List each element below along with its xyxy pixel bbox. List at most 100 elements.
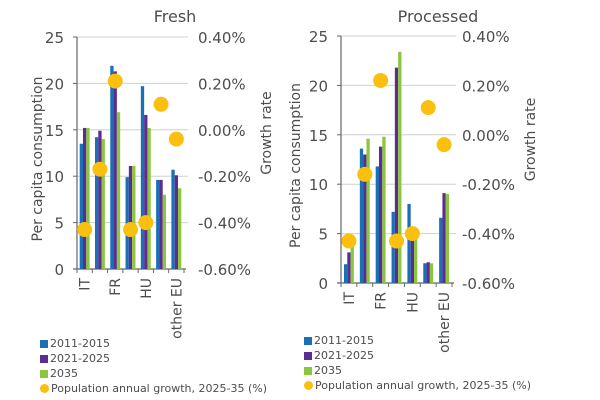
bar-2035-5 — [162, 194, 167, 269]
bar-2011-2015-1 — [359, 148, 364, 283]
bar-2021-2025-3 — [128, 165, 133, 269]
y2-tick-label: 0.20% — [462, 77, 510, 95]
growth-dot-4 — [138, 215, 154, 231]
legend-label: Population annual growth, 2025-35 (%) — [315, 379, 531, 392]
category-label: HU — [139, 278, 155, 299]
growth-dot-5 — [153, 96, 169, 112]
y2-tick-label: -0.40% — [198, 215, 251, 233]
growth-dot-4 — [404, 226, 420, 242]
y-tick-label: 20 — [309, 77, 328, 95]
category-label: IT — [78, 278, 94, 291]
legend-item: Population annual growth, 2025-35 (%) — [40, 381, 267, 396]
bar-2011-2015-5 — [156, 179, 160, 269]
legend-item: Population annual growth, 2025-35 (%) — [304, 378, 531, 393]
y-tick-label: 25 — [309, 28, 328, 46]
category-label: FR — [108, 278, 124, 296]
growth-dot-1 — [92, 161, 108, 177]
growth-dot-0 — [77, 222, 93, 238]
legend-processed: 2011-2015 2021-2025 2035 Population annual … — [304, 333, 531, 393]
legend-item: 2021-2025 — [40, 351, 267, 366]
bar-2011-2015-2 — [375, 166, 379, 283]
y2-tick-label: 0.20% — [198, 75, 246, 93]
category-label: other EU — [437, 292, 453, 353]
bar-2035-0 — [86, 127, 90, 269]
legend-square-swatch — [40, 339, 48, 348]
y2-tick-label: -0.20% — [198, 168, 251, 186]
legend-fresh: 2011-2015 2021-2025 2035 Population annual … — [40, 336, 267, 396]
chart-title: Fresh — [154, 7, 197, 26]
legend-square-swatch — [304, 351, 312, 360]
bar-2021-2025-2 — [378, 146, 383, 283]
y2-tick-label: -0.60% — [462, 275, 515, 293]
bar-2035-0 — [350, 239, 354, 283]
bar-2035-5 — [429, 263, 434, 283]
legend-label: 2021-2025 — [50, 352, 110, 365]
y-tick-label: 0 — [318, 275, 328, 293]
bar-2035-6 — [445, 194, 450, 283]
bar-2011-2015-4 — [140, 86, 145, 270]
growth-dot-2 — [373, 72, 389, 88]
legend-square-swatch — [304, 366, 312, 375]
legend-label: 2021-2025 — [314, 349, 374, 362]
legend-circle-swatch — [40, 384, 49, 393]
bar-2011-2015-6 — [439, 217, 443, 283]
y-tick-label: 5 — [318, 226, 328, 244]
bar-2011-2015-2 — [110, 65, 114, 269]
bar-2035-1 — [366, 138, 370, 283]
legend-square-swatch — [40, 369, 48, 378]
growth-dot-6 — [436, 137, 452, 153]
y-tick-label: 0 — [54, 261, 64, 279]
legend-label: 2035 — [50, 367, 78, 380]
y2-tick-label: 0.40% — [198, 29, 246, 47]
bar-2035-4 — [414, 235, 418, 283]
bar-2021-2025-2 — [113, 71, 117, 269]
bar-2035-3 — [398, 51, 402, 283]
bar-2035-4 — [147, 127, 151, 269]
y-tick-label: 5 — [54, 215, 64, 233]
bar-2035-2 — [382, 136, 386, 283]
growth-dot-0 — [341, 233, 357, 249]
bar-2021-2025-1 — [98, 130, 102, 269]
category-label: HU — [405, 292, 421, 313]
bar-2021-2025-6 — [174, 175, 179, 269]
bar-2035-2 — [116, 112, 121, 269]
bar-2021-2025-4 — [144, 114, 148, 270]
y-axis-title: Per capita consumption — [30, 77, 46, 242]
y2-axis-title: Growth rate — [259, 91, 275, 175]
bar-2011-2015-0 — [343, 264, 348, 283]
legend-item: 2021-2025 — [304, 348, 531, 363]
bar-2021-2025-0 — [347, 252, 351, 283]
y2-tick-label: -0.20% — [462, 176, 515, 194]
growth-dot-5 — [420, 100, 436, 116]
y2-tick-label: 0.40% — [462, 28, 510, 46]
growth-dot-3 — [389, 233, 404, 249]
legend-item: 2011-2015 — [304, 333, 531, 348]
bar-2021-2025-1 — [363, 154, 367, 283]
y-tick-label: 20 — [45, 75, 64, 93]
legend-label: 2011-2015 — [50, 337, 110, 350]
legend-item: 2035 — [40, 366, 267, 381]
y-tick-label: 25 — [45, 29, 64, 47]
y-tick-label: 15 — [309, 127, 328, 145]
y2-axis-title: Growth rate — [523, 98, 539, 182]
legend-label: 2035 — [314, 364, 342, 377]
bar-2021-2025-6 — [442, 193, 446, 283]
chart-fresh: Fresh 0 -0.60% 5 -0.40% 10 -0.20% 15 0.00% 20 0.20… — [30, 7, 275, 339]
y2-tick-label: 0.00% — [198, 122, 246, 140]
bar-2011-2015-1 — [94, 137, 99, 269]
legend-circle-swatch — [304, 381, 313, 390]
y-tick-label: 15 — [45, 122, 64, 140]
bar-2021-2025-5 — [426, 262, 430, 283]
y-axis-title: Per capita consumption — [288, 83, 304, 248]
legend-label: Population annual growth, 2025-35 (%) — [51, 382, 267, 395]
bar-2021-2025-3 — [394, 67, 399, 283]
category-label: FR — [374, 292, 390, 310]
legend-item: 2011-2015 — [40, 336, 267, 351]
y2-tick-label: -0.40% — [462, 226, 515, 244]
y-tick-label: 10 — [45, 168, 64, 186]
legend-item: 2035 — [304, 363, 531, 378]
legend-square-swatch — [304, 336, 312, 345]
growth-dot-6 — [168, 131, 184, 147]
bar-2011-2015-6 — [171, 169, 175, 269]
